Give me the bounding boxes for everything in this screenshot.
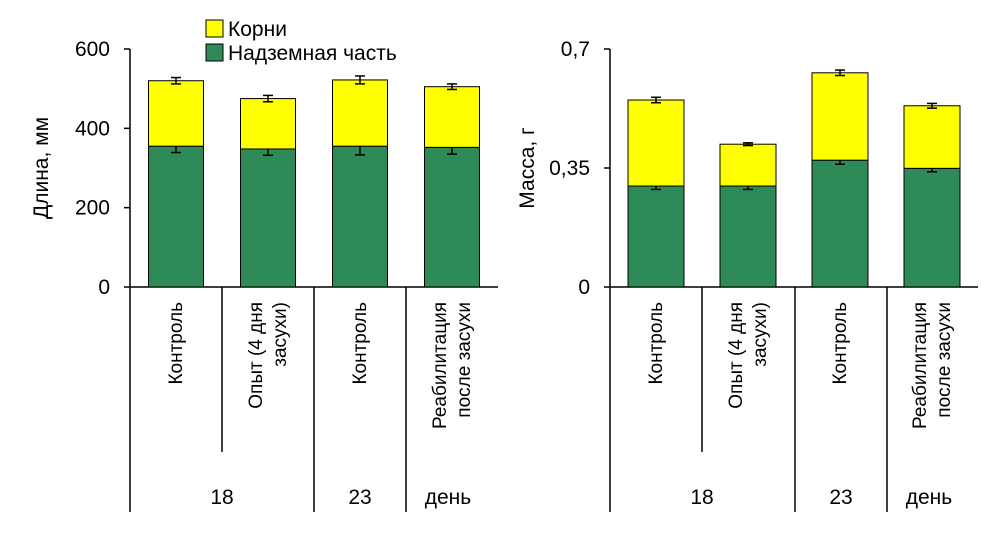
length-chart-panel: 0 200 400 600 Длина, мм Контроль Опыт (4 дня за… [30, 38, 498, 512]
bar-shoot-4 [424, 146, 480, 288]
group-label: 23 [348, 486, 371, 509]
category-label-line: Контроль [830, 302, 851, 385]
y-tick-label: 200 [75, 197, 110, 220]
group-label: день [425, 486, 472, 509]
category-label-line: засухи) [750, 302, 771, 367]
category-label: Опыт (4 дня засухи) [246, 302, 291, 409]
legend-label-roots: Корни [228, 18, 287, 41]
group-label: 18 [690, 486, 713, 509]
legend-swatch-roots [205, 19, 224, 38]
category-label: Опыт (4 дня засухи) [726, 302, 771, 409]
group-label: 23 [829, 486, 852, 509]
y-tick-label: 400 [75, 117, 110, 140]
bar-shoot-2 [240, 148, 296, 288]
y-tick-label: 0 [98, 276, 110, 299]
mass-chart-panel: 0 0,35 0,7 Масса, г Контроль Опыт (4 дня засух… [516, 38, 978, 512]
bar-roots-3 [332, 79, 388, 147]
bar-roots-3 [811, 72, 869, 161]
y-tick-label: 0 [578, 276, 590, 299]
category-label-line: Опыт (4 дня [726, 302, 747, 409]
category-label-line: Реабилитация [430, 302, 451, 429]
category-label-line: Контроль [166, 302, 187, 385]
category-label: Реабилитация после засухи [430, 302, 475, 429]
bar-roots-4 [903, 105, 961, 169]
legend-swatch-shoot [205, 43, 224, 62]
category-label: Контроль [166, 302, 187, 385]
group-label: 18 [210, 486, 233, 509]
y-tick-label: 0,7 [561, 38, 590, 61]
category-label-line: Контроль [646, 302, 667, 385]
category-label-line: после засухи [454, 302, 475, 418]
category-label-line: засухи) [270, 302, 291, 367]
y-axis-title: Длина, мм [30, 117, 53, 219]
group-label: день [906, 486, 953, 509]
y-tick-label: 600 [75, 38, 110, 61]
category-label: Контроль [350, 302, 371, 385]
bar-shoot-3 [811, 159, 869, 288]
y-axis-title: Масса, г [516, 127, 539, 209]
category-label: Контроль [830, 302, 851, 385]
category-label: Реабилитация после засухи [910, 302, 955, 429]
category-label-line: Реабилитация [910, 302, 931, 429]
bar-roots-4 [424, 86, 480, 148]
bar-roots-2 [240, 98, 296, 150]
bar-shoot-4 [903, 167, 961, 288]
bar-shoot-3 [332, 145, 388, 288]
category-label-line: Опыт (4 дня [246, 302, 267, 409]
bar-roots-1 [627, 99, 685, 187]
category-label: Контроль [646, 302, 667, 385]
category-label-line: после засухи [934, 302, 955, 418]
legend-label-shoot: Надземная часть [228, 42, 397, 65]
bar-roots-1 [148, 80, 204, 147]
legend: Корни Надземная часть [205, 18, 397, 65]
y-tick-label: 0,35 [549, 157, 590, 180]
bar-shoot-2 [719, 185, 777, 288]
bar-roots-2 [719, 143, 777, 187]
bar-shoot-1 [148, 145, 204, 288]
bar-shoot-1 [627, 185, 685, 288]
category-label-line: Контроль [350, 302, 371, 385]
